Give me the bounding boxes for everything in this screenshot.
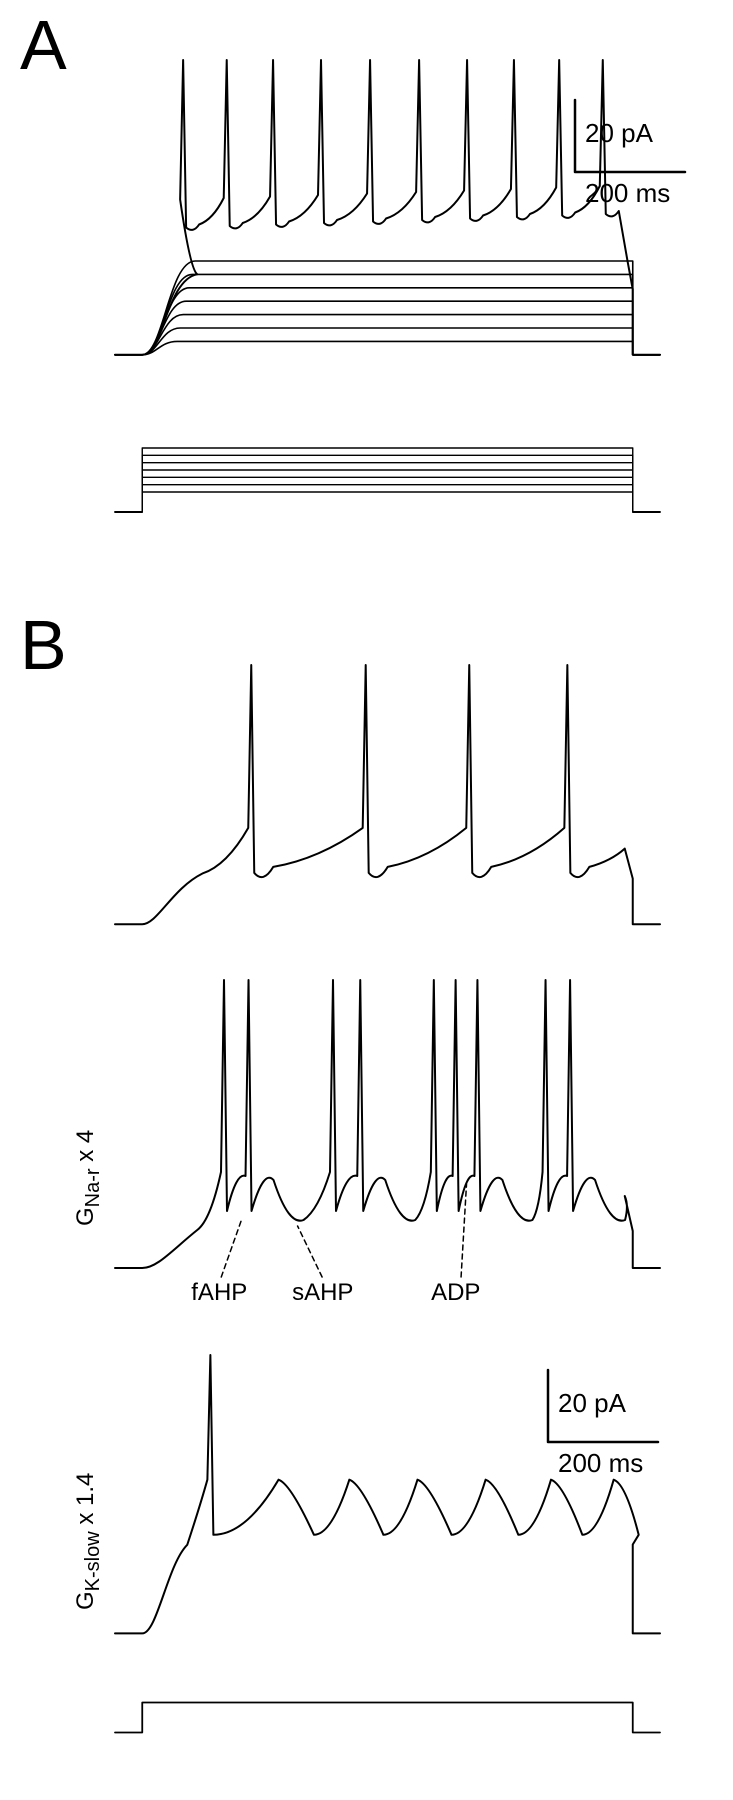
figure-svg	[0, 0, 733, 1800]
annotation-fahp: fAHP	[191, 1279, 247, 1307]
scalebar-b-v: 20 pA	[558, 1388, 626, 1419]
scalebar-a-h: 200 ms	[585, 178, 670, 209]
neuro-figure: A B 20 pA 200 ms 20 pA 200 ms GNa-r x 4 …	[0, 0, 733, 1800]
scalebar-a-v: 20 pA	[585, 118, 653, 149]
scalebar-b-h: 200 ms	[558, 1448, 643, 1479]
trace3-ylabel: GK-slow x 1.4	[72, 1473, 105, 1610]
panel-a-label: A	[20, 5, 67, 85]
annotation-sahp: sAHP	[292, 1279, 353, 1307]
annotation-adp: ADP	[431, 1279, 480, 1307]
trace2-ylabel: GNa-r x 4	[72, 1130, 105, 1226]
panel-b-label: B	[20, 605, 67, 685]
